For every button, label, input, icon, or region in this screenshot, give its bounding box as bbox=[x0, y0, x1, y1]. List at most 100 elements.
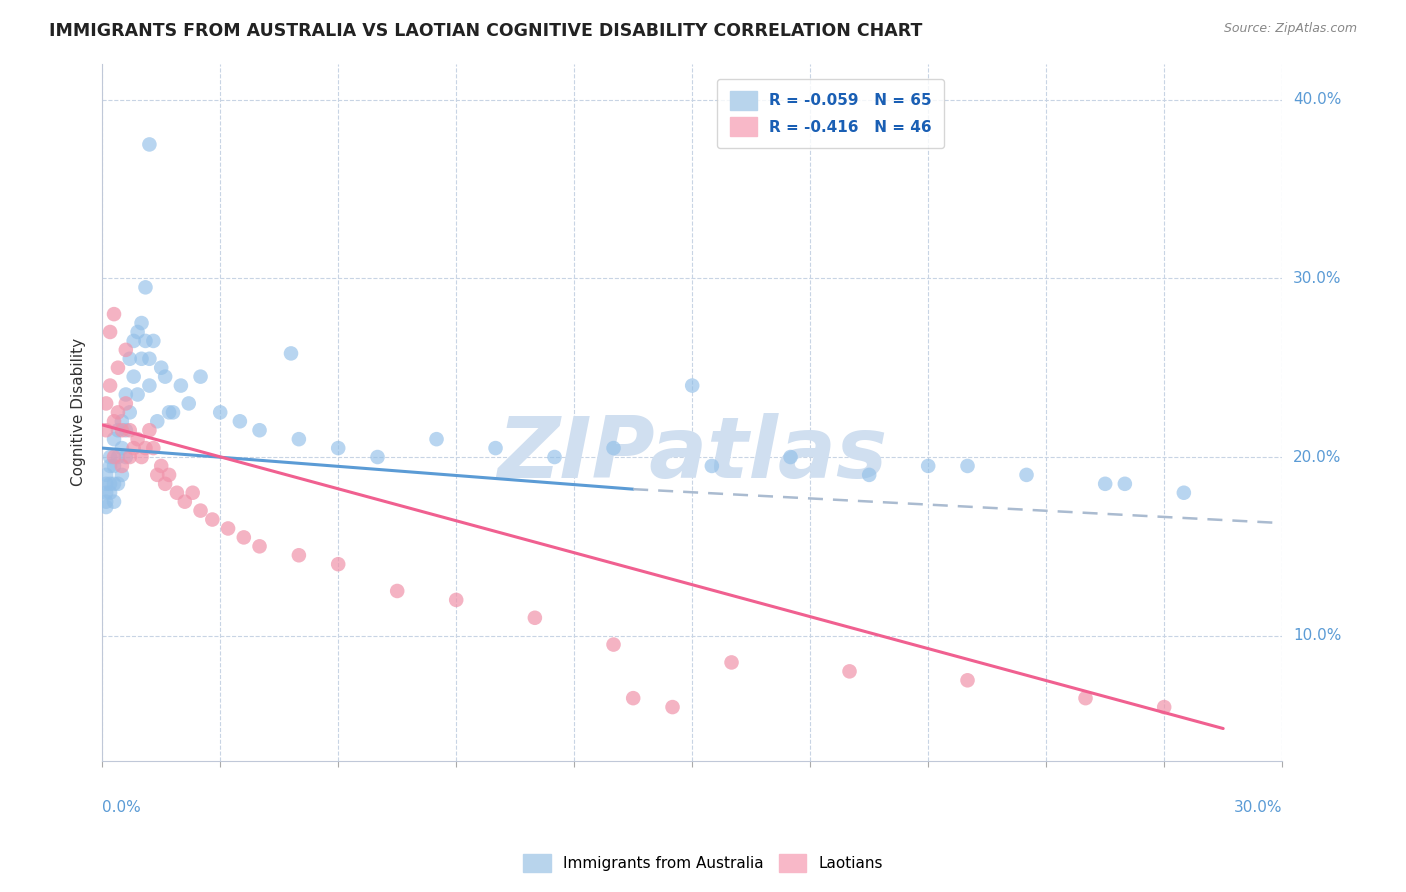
Point bbox=[444, 593, 467, 607]
Point bbox=[98, 485, 121, 500]
Point bbox=[209, 405, 232, 419]
Point bbox=[103, 307, 125, 321]
Point bbox=[956, 458, 979, 473]
Text: 10.0%: 10.0% bbox=[1294, 628, 1341, 643]
Point bbox=[328, 441, 350, 455]
Point bbox=[157, 405, 180, 419]
Point bbox=[114, 343, 136, 357]
Point bbox=[1153, 700, 1175, 714]
Point bbox=[602, 441, 624, 455]
Point bbox=[98, 450, 121, 464]
Point bbox=[114, 423, 136, 437]
Point bbox=[111, 458, 134, 473]
Point bbox=[94, 494, 117, 508]
Point bbox=[127, 432, 149, 446]
Point bbox=[122, 441, 145, 455]
Point bbox=[103, 476, 125, 491]
Point bbox=[94, 476, 117, 491]
Point bbox=[111, 414, 134, 428]
Point bbox=[1114, 476, 1136, 491]
Point bbox=[111, 423, 134, 437]
Point bbox=[118, 351, 141, 366]
Point bbox=[103, 450, 125, 464]
Point bbox=[107, 423, 129, 437]
Point bbox=[249, 539, 271, 553]
Point bbox=[142, 334, 165, 348]
Text: 40.0%: 40.0% bbox=[1294, 92, 1341, 107]
Point bbox=[138, 378, 160, 392]
Y-axis label: Cognitive Disability: Cognitive Disability bbox=[72, 338, 86, 486]
Point bbox=[288, 548, 311, 562]
Point bbox=[111, 467, 134, 482]
Point bbox=[111, 441, 134, 455]
Point bbox=[779, 450, 801, 464]
Point bbox=[138, 351, 160, 366]
Point bbox=[122, 334, 145, 348]
Text: ZIPatlas: ZIPatlas bbox=[498, 413, 887, 496]
Point bbox=[98, 458, 121, 473]
Point bbox=[917, 458, 939, 473]
Point bbox=[166, 485, 188, 500]
Point bbox=[602, 638, 624, 652]
Point bbox=[720, 656, 742, 670]
Point bbox=[150, 360, 173, 375]
Text: Source: ZipAtlas.com: Source: ZipAtlas.com bbox=[1223, 22, 1357, 36]
Point bbox=[1015, 467, 1038, 482]
Text: 20.0%: 20.0% bbox=[1294, 450, 1341, 465]
Legend: Immigrants from Australia, Laotians: Immigrants from Australia, Laotians bbox=[516, 846, 890, 880]
Point bbox=[94, 485, 117, 500]
Point bbox=[118, 405, 141, 419]
Point bbox=[1094, 476, 1116, 491]
Point bbox=[328, 558, 350, 572]
Point bbox=[127, 387, 149, 401]
Point bbox=[232, 530, 254, 544]
Text: IMMIGRANTS FROM AUSTRALIA VS LAOTIAN COGNITIVE DISABILITY CORRELATION CHART: IMMIGRANTS FROM AUSTRALIA VS LAOTIAN COG… bbox=[49, 22, 922, 40]
Point bbox=[127, 325, 149, 339]
Point bbox=[288, 432, 311, 446]
Point bbox=[543, 450, 565, 464]
Point bbox=[122, 369, 145, 384]
Point bbox=[201, 512, 224, 526]
Point bbox=[1074, 691, 1097, 706]
Point bbox=[157, 467, 180, 482]
Point bbox=[150, 458, 173, 473]
Point bbox=[387, 584, 409, 599]
Point bbox=[114, 450, 136, 464]
Point bbox=[103, 458, 125, 473]
Point bbox=[177, 396, 200, 410]
Point bbox=[134, 334, 156, 348]
Point bbox=[98, 476, 121, 491]
Point bbox=[131, 316, 153, 330]
Point bbox=[838, 665, 860, 679]
Point bbox=[114, 396, 136, 410]
Point bbox=[98, 325, 121, 339]
Point bbox=[107, 360, 129, 375]
Point bbox=[170, 378, 193, 392]
Point bbox=[173, 494, 195, 508]
Point bbox=[107, 405, 129, 419]
Point bbox=[162, 405, 184, 419]
Point bbox=[367, 450, 389, 464]
Point bbox=[94, 467, 117, 482]
Point bbox=[858, 467, 880, 482]
Point bbox=[118, 450, 141, 464]
Point bbox=[138, 423, 160, 437]
Point bbox=[94, 396, 117, 410]
Point bbox=[523, 611, 546, 625]
Point bbox=[107, 450, 129, 464]
Point bbox=[103, 494, 125, 508]
Point bbox=[621, 691, 644, 706]
Point bbox=[114, 387, 136, 401]
Point bbox=[134, 441, 156, 455]
Text: 0.0%: 0.0% bbox=[103, 799, 141, 814]
Point bbox=[681, 378, 703, 392]
Point bbox=[280, 346, 302, 360]
Text: 30.0%: 30.0% bbox=[1294, 271, 1341, 286]
Point bbox=[146, 414, 169, 428]
Point bbox=[103, 414, 125, 428]
Point bbox=[229, 414, 252, 428]
Point bbox=[190, 503, 212, 517]
Point bbox=[956, 673, 979, 688]
Point bbox=[131, 450, 153, 464]
Point bbox=[103, 432, 125, 446]
